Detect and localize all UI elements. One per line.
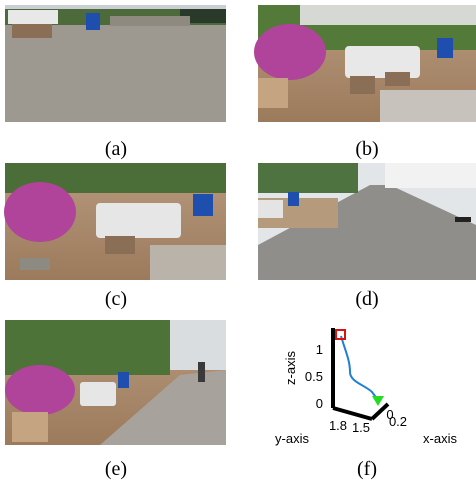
panel-label: (c): [105, 288, 127, 310]
y-axis-label: y-axis: [275, 431, 309, 446]
panel-label: (b): [355, 138, 378, 160]
panel-label: (d): [355, 288, 378, 310]
x-axis-label: x-axis: [423, 431, 457, 446]
end-marker: [372, 396, 384, 406]
y-tick: 1.8: [329, 418, 347, 433]
z-tick: 0: [316, 396, 323, 411]
panel-label: (f): [357, 458, 377, 480]
trajectory-plot: 1 0.5 0 1.8 1.5 0 0.2 z-axis y-axis x-ax…: [275, 328, 457, 446]
panel-label: (e): [105, 458, 127, 480]
trajectory: [341, 336, 378, 400]
panel-label: (a): [105, 138, 127, 160]
z-axis-label: z-axis: [283, 351, 298, 385]
x-tick: 0.2: [389, 414, 407, 429]
z-tick: 0.5: [305, 369, 323, 384]
photo-c: [4, 163, 226, 280]
photo-b: [254, 5, 476, 122]
photo-a: [5, 5, 226, 122]
z-tick: 1: [316, 342, 323, 357]
figure: 1 0.5 0 1.8 1.5 0 0.2 z-axis y-axis x-ax…: [0, 0, 476, 484]
photo-d: [258, 163, 476, 280]
photo-e: [5, 320, 226, 445]
y-tick: 1.5: [352, 420, 370, 435]
